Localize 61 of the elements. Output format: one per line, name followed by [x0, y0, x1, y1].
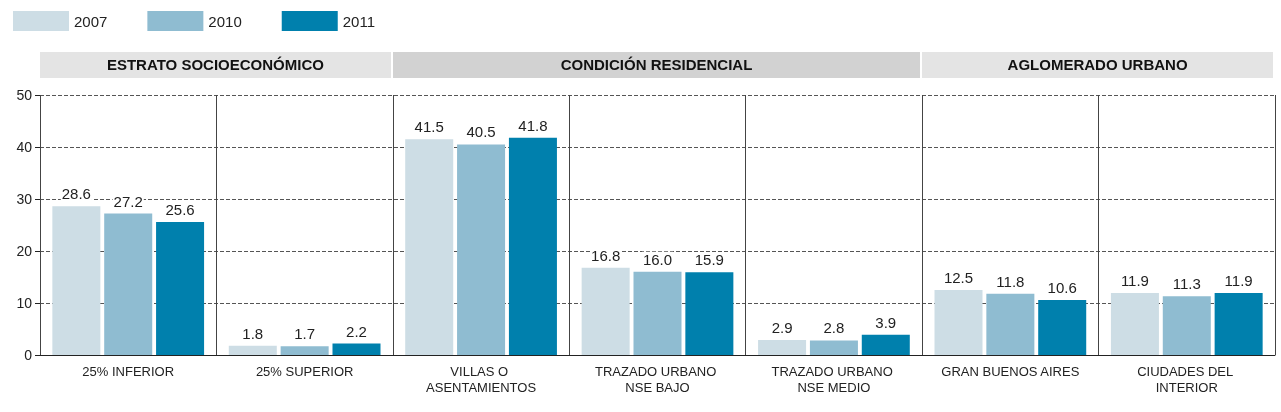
- y-tick-label: 50: [16, 87, 33, 103]
- legend-label: 2010: [208, 12, 242, 30]
- data-label: 40.5: [466, 123, 496, 141]
- data-label: 41.5: [414, 118, 444, 136]
- data-label: 11.9: [1224, 272, 1253, 290]
- data-label: 27.2: [113, 192, 143, 210]
- data-label: 28.6: [61, 185, 91, 203]
- legend-label: 2011: [342, 12, 375, 30]
- bar: [581, 267, 630, 355]
- data-label: 15.9: [694, 251, 724, 269]
- data-label: 11.9: [1120, 272, 1149, 290]
- x-tick-label: TRAZADO URBANO NSE BAJO: [595, 363, 720, 395]
- text: CONDICIÓN RESIDENCIAL: [392, 52, 921, 78]
- legend-label: 2007: [74, 12, 108, 30]
- bar: [332, 343, 381, 355]
- y-tick-label: 0: [24, 347, 33, 363]
- x-tick-label: TRAZADO URBANO NSE MEDIO: [771, 363, 897, 395]
- bar: [405, 139, 454, 355]
- data-label: 11.8: [996, 272, 1025, 290]
- x-tick-label: GRAN BUENOS AIRES: [941, 363, 1080, 379]
- bar: [809, 340, 858, 355]
- data-label: 12.5: [943, 269, 974, 286]
- bar: [508, 137, 557, 355]
- bar: [861, 334, 910, 355]
- x-tick-label: VILLAS O ASENTAMIENTOS: [426, 363, 537, 395]
- bar: [934, 290, 983, 355]
- text: ESTRATO SOCIOECONÓMICO: [40, 52, 391, 78]
- bar: [1162, 296, 1211, 355]
- y-tick-label: 20: [16, 243, 33, 259]
- y-tick-label: 40: [16, 139, 33, 155]
- data-label: 3.9: [875, 313, 897, 331]
- data-label: 10.6: [1047, 278, 1077, 296]
- bar: [1214, 293, 1263, 355]
- bar: [228, 345, 277, 355]
- bar: [156, 221, 205, 355]
- y-tick-label: 30: [16, 191, 33, 207]
- bar: [52, 206, 101, 355]
- x-tick-label: 25% SUPERIOR: [255, 363, 354, 379]
- bar: [758, 339, 807, 355]
- bar: [685, 272, 734, 355]
- y-tick-label: 10: [16, 295, 33, 311]
- x-tick-label: 25% INFERIOR: [82, 363, 175, 379]
- data-label: 2.8: [823, 319, 845, 337]
- data-label: 1.7: [294, 325, 316, 343]
- bar: [104, 213, 153, 355]
- data-label: 2.9: [771, 318, 793, 336]
- data-label: 2.2: [346, 322, 367, 340]
- bar: [1038, 299, 1087, 355]
- data-label: 25.6: [165, 200, 195, 218]
- bar: [1110, 293, 1159, 355]
- x-tick-label: CIUDADES DEL INTERIOR: [1137, 363, 1237, 395]
- bar: [280, 346, 329, 355]
- data-label: 16.8: [591, 246, 621, 264]
- data-label: 41.8: [518, 116, 548, 134]
- data-label: 1.8: [242, 324, 264, 342]
- bar: [633, 271, 682, 355]
- bar: [986, 293, 1035, 355]
- text: AGLOMERADO URBANO: [922, 52, 1273, 78]
- data-label: 11.3: [1172, 275, 1201, 293]
- data-label: 16.0: [642, 250, 673, 268]
- bar: [457, 144, 506, 355]
